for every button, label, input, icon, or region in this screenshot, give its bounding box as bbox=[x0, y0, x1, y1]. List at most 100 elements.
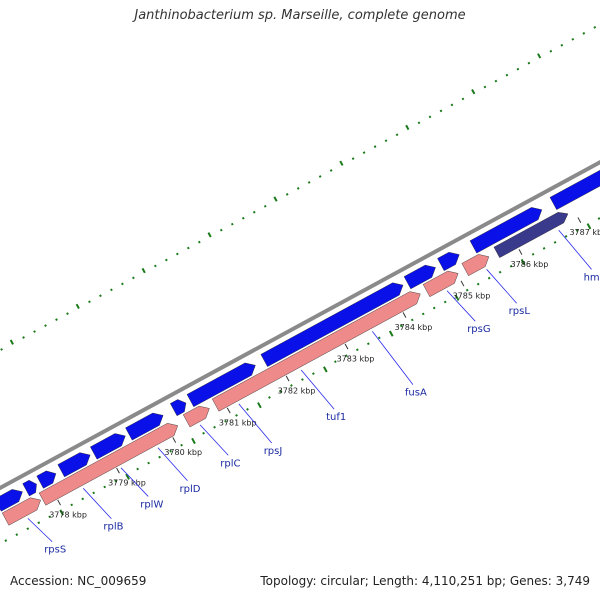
reverse-gene-arrow bbox=[38, 423, 179, 506]
gc-tick bbox=[527, 61, 531, 65]
gc-tick bbox=[180, 443, 183, 447]
scale-tick-label: 3779 kbp bbox=[108, 479, 146, 488]
scale-tick-label: 3778 kbp bbox=[49, 510, 87, 519]
gc-tick bbox=[121, 282, 124, 286]
forward-gene-arrow bbox=[22, 479, 37, 497]
gc-tick bbox=[439, 109, 443, 113]
gc-tick bbox=[454, 294, 460, 301]
scale-tick-label: 3787 kbp bbox=[569, 228, 600, 237]
forward-gene-arrow bbox=[57, 452, 91, 478]
gc-tick bbox=[344, 354, 348, 358]
forward-gene-arrow bbox=[437, 252, 460, 272]
gc-tick bbox=[219, 228, 223, 232]
gc-tick bbox=[15, 533, 19, 536]
gc-tick bbox=[22, 336, 25, 339]
gc-tick bbox=[110, 288, 113, 292]
gc-tick bbox=[339, 160, 344, 166]
map-title: Janthinobacterium sp. Marseille, complet… bbox=[134, 8, 466, 23]
gc-tick bbox=[224, 419, 227, 423]
gc-tick bbox=[575, 229, 579, 232]
gc-tick bbox=[586, 223, 592, 230]
gc-tick bbox=[202, 431, 205, 435]
gc-tick bbox=[405, 124, 410, 131]
gene-label-line bbox=[446, 290, 476, 322]
gc-tick bbox=[165, 258, 168, 262]
reverse-gene-arrow bbox=[422, 270, 459, 297]
gc-tick bbox=[55, 318, 58, 321]
gc-tick bbox=[66, 312, 69, 316]
gc-tick bbox=[70, 503, 74, 507]
gc-tick bbox=[498, 270, 502, 274]
gc-tick bbox=[26, 527, 30, 531]
gc-tick bbox=[399, 324, 403, 328]
gc-tick bbox=[186, 246, 190, 250]
backbone-line bbox=[0, 159, 600, 491]
gc-tick bbox=[88, 300, 91, 304]
gc-tick bbox=[537, 53, 542, 59]
gc-tick bbox=[520, 258, 526, 266]
gc-tick bbox=[207, 232, 212, 238]
other-gene-arrow bbox=[493, 212, 569, 258]
gc-tick bbox=[273, 196, 278, 202]
gene-label: rpsG bbox=[467, 324, 490, 335]
gc-skew-ticks bbox=[0, 26, 600, 542]
reverse-gene-arrow bbox=[461, 254, 490, 277]
gc-tick bbox=[81, 497, 85, 501]
gc-tick bbox=[516, 67, 520, 71]
gc-tick bbox=[476, 282, 480, 286]
scale-tick-label: 3786 kbp bbox=[511, 260, 549, 269]
gc-tick bbox=[465, 288, 469, 292]
gc-tick bbox=[428, 115, 432, 119]
gene-label: rplD bbox=[180, 484, 201, 495]
gene-label: rplW bbox=[140, 499, 163, 510]
gc-tick bbox=[388, 330, 394, 337]
gene-label-line bbox=[120, 467, 149, 497]
gene-label-line bbox=[199, 424, 229, 456]
gc-tick bbox=[44, 324, 47, 327]
gc-tick bbox=[366, 342, 370, 346]
scale-tick bbox=[577, 217, 582, 223]
summary-label: Topology: circular; Length: 4,110,251 bp… bbox=[260, 574, 590, 588]
gc-tick bbox=[505, 73, 509, 77]
gc-tick bbox=[582, 31, 586, 35]
gc-tick bbox=[290, 384, 293, 387]
scale-tick-label: 3781 kbp bbox=[219, 418, 257, 427]
scale-tick-label: 3784 kbp bbox=[395, 323, 433, 332]
gc-tick bbox=[323, 366, 328, 373]
gc-tick bbox=[279, 390, 282, 393]
scale-tick bbox=[57, 499, 61, 506]
accession-label: Accession: NC_009659 bbox=[10, 574, 147, 588]
gc-tick bbox=[307, 181, 311, 184]
scale-tick-label: 3780 kbp bbox=[164, 448, 202, 457]
backbone-gap bbox=[0, 167, 600, 495]
forward-gene-arrow bbox=[125, 412, 164, 441]
gene-label: tuf1 bbox=[326, 412, 346, 423]
reverse-gene-arrow bbox=[211, 291, 421, 412]
forward-gene-arrow bbox=[0, 489, 23, 512]
gc-tick bbox=[421, 312, 425, 316]
gc-tick bbox=[75, 303, 80, 310]
gene-label: rpsS bbox=[44, 545, 66, 556]
gc-tick bbox=[48, 515, 52, 519]
gc-tick bbox=[241, 216, 245, 220]
scale-tick-label: 3783 kbp bbox=[337, 354, 375, 363]
gc-tick bbox=[125, 473, 130, 480]
gc-tick bbox=[487, 276, 491, 280]
scale-tick-label: 3782 kbp bbox=[278, 386, 316, 395]
gc-tick bbox=[351, 157, 355, 160]
gc-tick bbox=[301, 378, 304, 381]
gc-tick bbox=[213, 425, 216, 429]
forward-gene-arrow bbox=[260, 282, 404, 367]
gc-tick bbox=[377, 336, 381, 340]
gc-tick bbox=[92, 491, 96, 495]
forward-gene-arrow bbox=[403, 264, 436, 290]
gc-tick bbox=[132, 276, 135, 280]
gene-label: hmuS bbox=[584, 272, 600, 283]
gc-tick bbox=[147, 461, 150, 465]
forward-gene-arrow bbox=[469, 207, 543, 254]
gc-tick bbox=[450, 103, 454, 107]
gc-tick bbox=[99, 294, 102, 298]
gc-tick bbox=[169, 449, 172, 453]
gc-tick bbox=[395, 133, 399, 137]
gc-tick bbox=[103, 485, 107, 489]
